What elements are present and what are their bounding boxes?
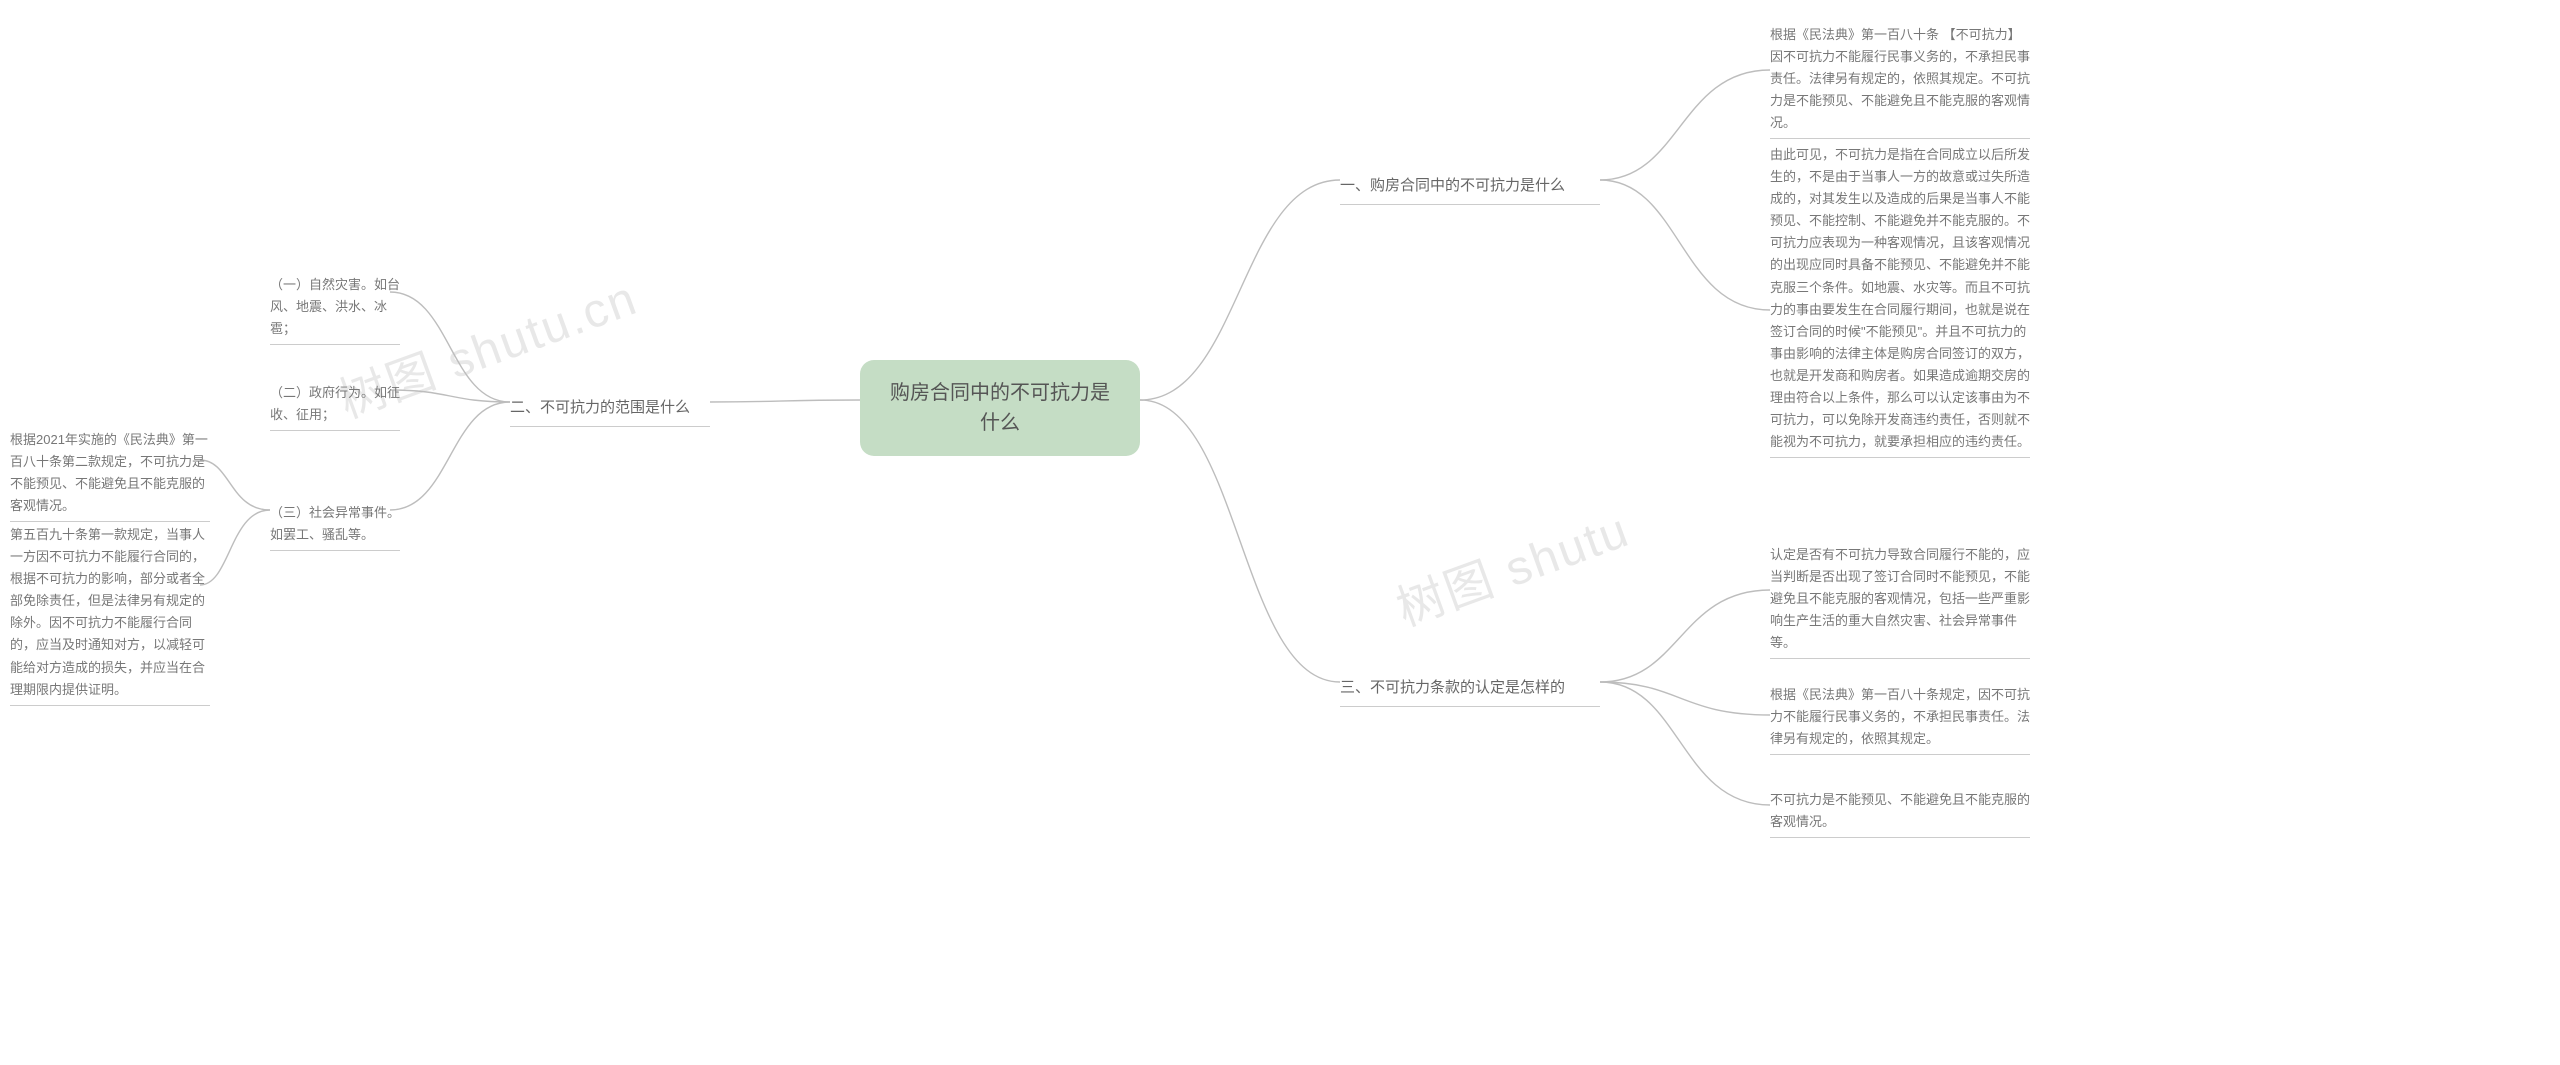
leaf-node[interactable]: 根据2021年实施的《民法典》第一百八十条第二款规定，不可抗力是不能预见、不能避… [10, 425, 210, 522]
leaf-node[interactable]: 根据《民法典》第一百八十条 【不可抗力】因不可抗力不能履行民事义务的，不承担民事… [1770, 20, 2030, 139]
leaf-node[interactable]: 由此可见，不可抗力是指在合同成立以后所发生的，不是由于当事人一方的故意或过失所造… [1770, 140, 2030, 458]
watermark: 树图 shutu [1385, 491, 1637, 640]
mindmap-canvas: 树图 shutu.cn 树图 shutu [0, 0, 2560, 1065]
leaf-node[interactable]: 不可抗力是不能预见、不能避免且不能克服的客观情况。 [1770, 785, 2030, 838]
leaf-node[interactable]: 第五百九十条第一款规定，当事人一方因不可抗力不能履行合同的，根据不可抗力的影响，… [10, 520, 210, 706]
leaf-node[interactable]: （一）自然灾害。如台风、地震、洪水、冰雹； [270, 270, 400, 345]
root-text-line1: 购房合同中的不可抗力是 [890, 382, 1110, 404]
branch-node-3[interactable]: 三、不可抗力条款的认定是怎样的 [1340, 670, 1600, 707]
leaf-node[interactable]: 认定是否有不可抗力导致合同履行不能的，应当判断是否出现了签订合同时不能预见，不能… [1770, 540, 2030, 659]
root-text-line2: 什么 [980, 412, 1020, 434]
leaf-node[interactable]: （三）社会异常事件。如罢工、骚乱等。 [270, 498, 400, 551]
leaf-node[interactable]: （二）政府行为。如征收、征用； [270, 378, 400, 431]
leaf-node[interactable]: 根据《民法典》第一百八十条规定，因不可抗力不能履行民事义务的，不承担民事责任。法… [1770, 680, 2030, 755]
branch-node-1[interactable]: 一、购房合同中的不可抗力是什么 [1340, 168, 1600, 205]
root-node[interactable]: 购房合同中的不可抗力是 什么 [860, 360, 1140, 456]
branch-node-2[interactable]: 二、不可抗力的范围是什么 [510, 390, 710, 427]
